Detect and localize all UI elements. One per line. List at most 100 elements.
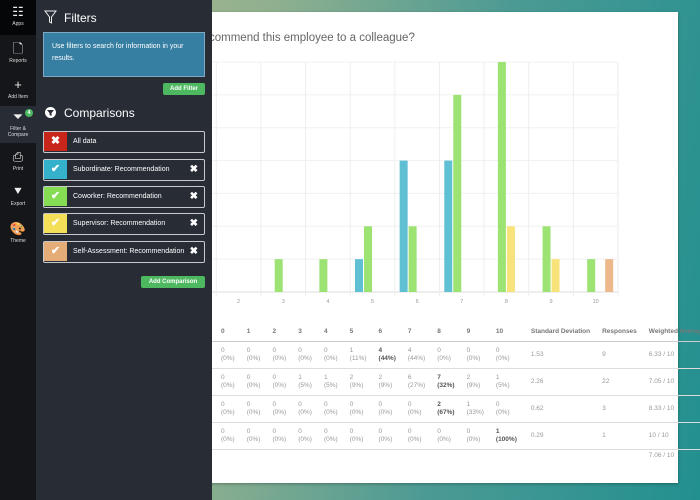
comparison-item[interactable]: ✔ Coworker: Recommendation ✖	[43, 186, 205, 208]
delete-comparison-icon[interactable]: ✖	[189, 246, 198, 257]
bar[interactable]	[408, 226, 417, 292]
percent: (0%)	[407, 435, 422, 443]
percent: (0%)	[495, 408, 510, 416]
add-comparison-button[interactable]: Add Comparison	[141, 276, 205, 288]
sidebar-item-filter-compare[interactable]: ⏷ Filter & Compare 4	[0, 106, 36, 143]
sidebar-item-apps[interactable]: ☷ Apps	[0, 0, 36, 35]
count: 4	[407, 346, 412, 354]
score-cell: 0 (0%)	[483, 341, 517, 369]
percent: (9%)	[349, 381, 364, 389]
bar[interactable]	[453, 94, 462, 292]
count: 0	[349, 427, 354, 435]
sd-cell: 2.26	[516, 368, 591, 396]
check-icon[interactable]: ✔	[44, 187, 67, 206]
comparison-item[interactable]: ✔ Supervisor: Recommendation ✖	[43, 213, 205, 235]
count: 2	[437, 400, 441, 408]
percent: (0%)	[349, 408, 364, 416]
count: 0	[298, 346, 302, 354]
sidebar-item-label: Filter & Compare	[7, 126, 29, 138]
percent: (0%)	[272, 354, 287, 362]
icon-sidebar: ☷ Apps 🗋 Reports + Add Item ⏷ Filter & Compare 4…	[0, 0, 36, 500]
bar[interactable]	[319, 259, 328, 292]
count: 0	[437, 427, 441, 435]
percent: (5%)	[323, 381, 338, 389]
count: 1	[349, 346, 354, 354]
score-cell: 0 (0%)	[234, 368, 261, 396]
total-row: 7.06 / 10	[200, 449, 700, 463]
sidebar-item-label: Reports	[9, 58, 27, 64]
percent: (9%)	[466, 381, 481, 389]
count: 0	[323, 400, 328, 408]
filters-title: Filters	[64, 11, 97, 25]
score-cell: 0 (0%)	[234, 422, 261, 450]
sd-cell: 0.29	[516, 422, 591, 450]
count: 0	[437, 346, 441, 354]
percent: (5%)	[495, 381, 510, 389]
sidebar-item-add-item[interactable]: + Add Item	[0, 78, 36, 101]
bar[interactable]	[355, 259, 363, 292]
download-icon: ⯆	[12, 184, 24, 199]
x-tick-label: 6	[416, 299, 419, 305]
check-icon[interactable]: ✔	[44, 242, 67, 261]
count: 0	[221, 346, 225, 354]
check-icon[interactable]: ✔	[44, 214, 67, 233]
percent: (0%)	[437, 354, 451, 362]
count: 0	[221, 400, 225, 408]
bar[interactable]	[399, 160, 408, 292]
count: 0	[378, 427, 383, 435]
count: 1	[495, 427, 500, 435]
count: 0	[221, 373, 225, 381]
bar[interactable]	[364, 226, 372, 292]
bar[interactable]	[497, 62, 506, 292]
filters-info: Use filters to search for information in…	[43, 32, 205, 77]
bar[interactable]	[542, 226, 551, 292]
comparison-item[interactable]: ✖ All data	[43, 131, 205, 153]
bar[interactable]	[444, 160, 453, 292]
score-cell: 0 (0%)	[395, 422, 426, 450]
percent: (0%)	[221, 381, 235, 389]
score-cell: 0 (0%)	[483, 395, 517, 423]
percent: (0%)	[246, 408, 261, 416]
avg-cell: 7.05 / 10	[636, 368, 700, 396]
check-icon[interactable]: ✔	[44, 160, 67, 179]
percent: (0%)	[378, 435, 393, 443]
bar[interactable]	[587, 259, 596, 292]
add-filter-button[interactable]: Add Filter	[163, 83, 205, 95]
bar[interactable]	[506, 226, 515, 292]
score-cell: 0 (0%)	[311, 341, 338, 369]
score-cell: 1 (5%)	[483, 368, 517, 396]
x-tick-label: 5	[371, 299, 374, 305]
sidebar-item-print[interactable]: ⎙ Print	[0, 150, 36, 173]
sidebar-item-theme[interactable]: 🎨 Theme	[0, 222, 36, 245]
sidebar-item-label: Print	[12, 166, 24, 172]
sidebar-item-reports[interactable]: 🗋 Reports	[0, 42, 36, 65]
column-header: 8	[425, 323, 455, 342]
count: 0	[272, 346, 277, 354]
count: 1	[323, 373, 328, 381]
percent: (9%)	[378, 381, 393, 389]
count: 0	[407, 427, 412, 435]
score-cell: 7 (32%)	[425, 368, 455, 396]
results-table: 0 1 2 3 4 5 6 7 8 9 10 Standard Deviation Responses W…	[200, 323, 700, 463]
apps-grid-icon: ☷	[12, 4, 24, 19]
comparison-item[interactable]: ✔ Subordinate: Recommendation ✖	[43, 159, 205, 181]
delete-comparison-icon[interactable]: ✖	[189, 218, 198, 229]
score-cell: 6 (27%)	[395, 368, 426, 396]
delete-comparison-icon[interactable]: ✖	[189, 164, 198, 175]
count: 0	[349, 400, 354, 408]
bar[interactable]	[274, 259, 283, 292]
percent: (0%)	[221, 435, 235, 443]
sidebar-item-export[interactable]: ⯆ Export	[0, 184, 36, 208]
score-cell: 0 (0%)	[260, 422, 287, 450]
score-cell: 0 (0%)	[286, 395, 312, 423]
remove-icon[interactable]: ✖	[44, 132, 67, 151]
comparison-item[interactable]: ✔ Self-Assessment: Recommendation ✖	[43, 241, 205, 263]
score-cell: 0 (0%)	[337, 422, 367, 450]
bar[interactable]	[551, 259, 560, 292]
count: 0	[246, 427, 251, 435]
score-cell: 0 (0%)	[260, 368, 287, 396]
delete-comparison-icon[interactable]: ✖	[189, 191, 198, 202]
score-cell: 4 (44%)	[366, 341, 396, 369]
percent: (0%)	[349, 435, 364, 443]
bar[interactable]	[605, 259, 614, 292]
